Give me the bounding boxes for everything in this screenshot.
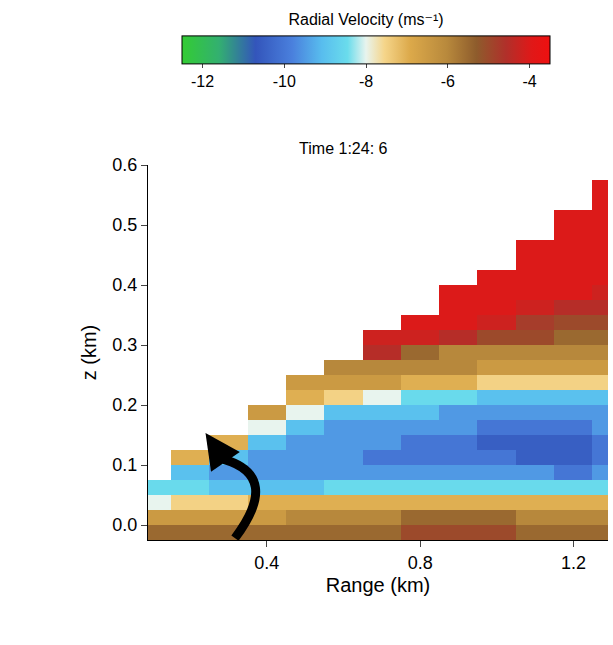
svg-text:0.4: 0.4 [112,275,137,295]
svg-text:0.1: 0.1 [112,455,137,475]
svg-text:0.5: 0.5 [112,215,137,235]
svg-text:0.8: 0.8 [408,553,433,573]
svg-text:Radial Velocity (ms⁻¹): Radial Velocity (ms⁻¹) [288,11,443,28]
svg-text:Range (km): Range (km) [326,574,430,596]
svg-text:-4: -4 [522,73,536,90]
svg-text:0.0: 0.0 [112,515,137,535]
svg-text:-10: -10 [273,73,296,90]
svg-text:-12: -12 [191,73,214,90]
svg-text:-8: -8 [359,73,373,90]
svg-text:0.4: 0.4 [254,553,279,573]
svg-text:1.2: 1.2 [561,553,586,573]
svg-text:-6: -6 [441,73,455,90]
svg-text:z (km): z (km) [78,325,100,381]
svg-text:Time 1:24: 6: Time 1:24: 6 [299,140,387,157]
svg-text:0.3: 0.3 [112,335,137,355]
svg-text:0.2: 0.2 [112,395,137,415]
svg-text:0.6: 0.6 [112,155,137,175]
